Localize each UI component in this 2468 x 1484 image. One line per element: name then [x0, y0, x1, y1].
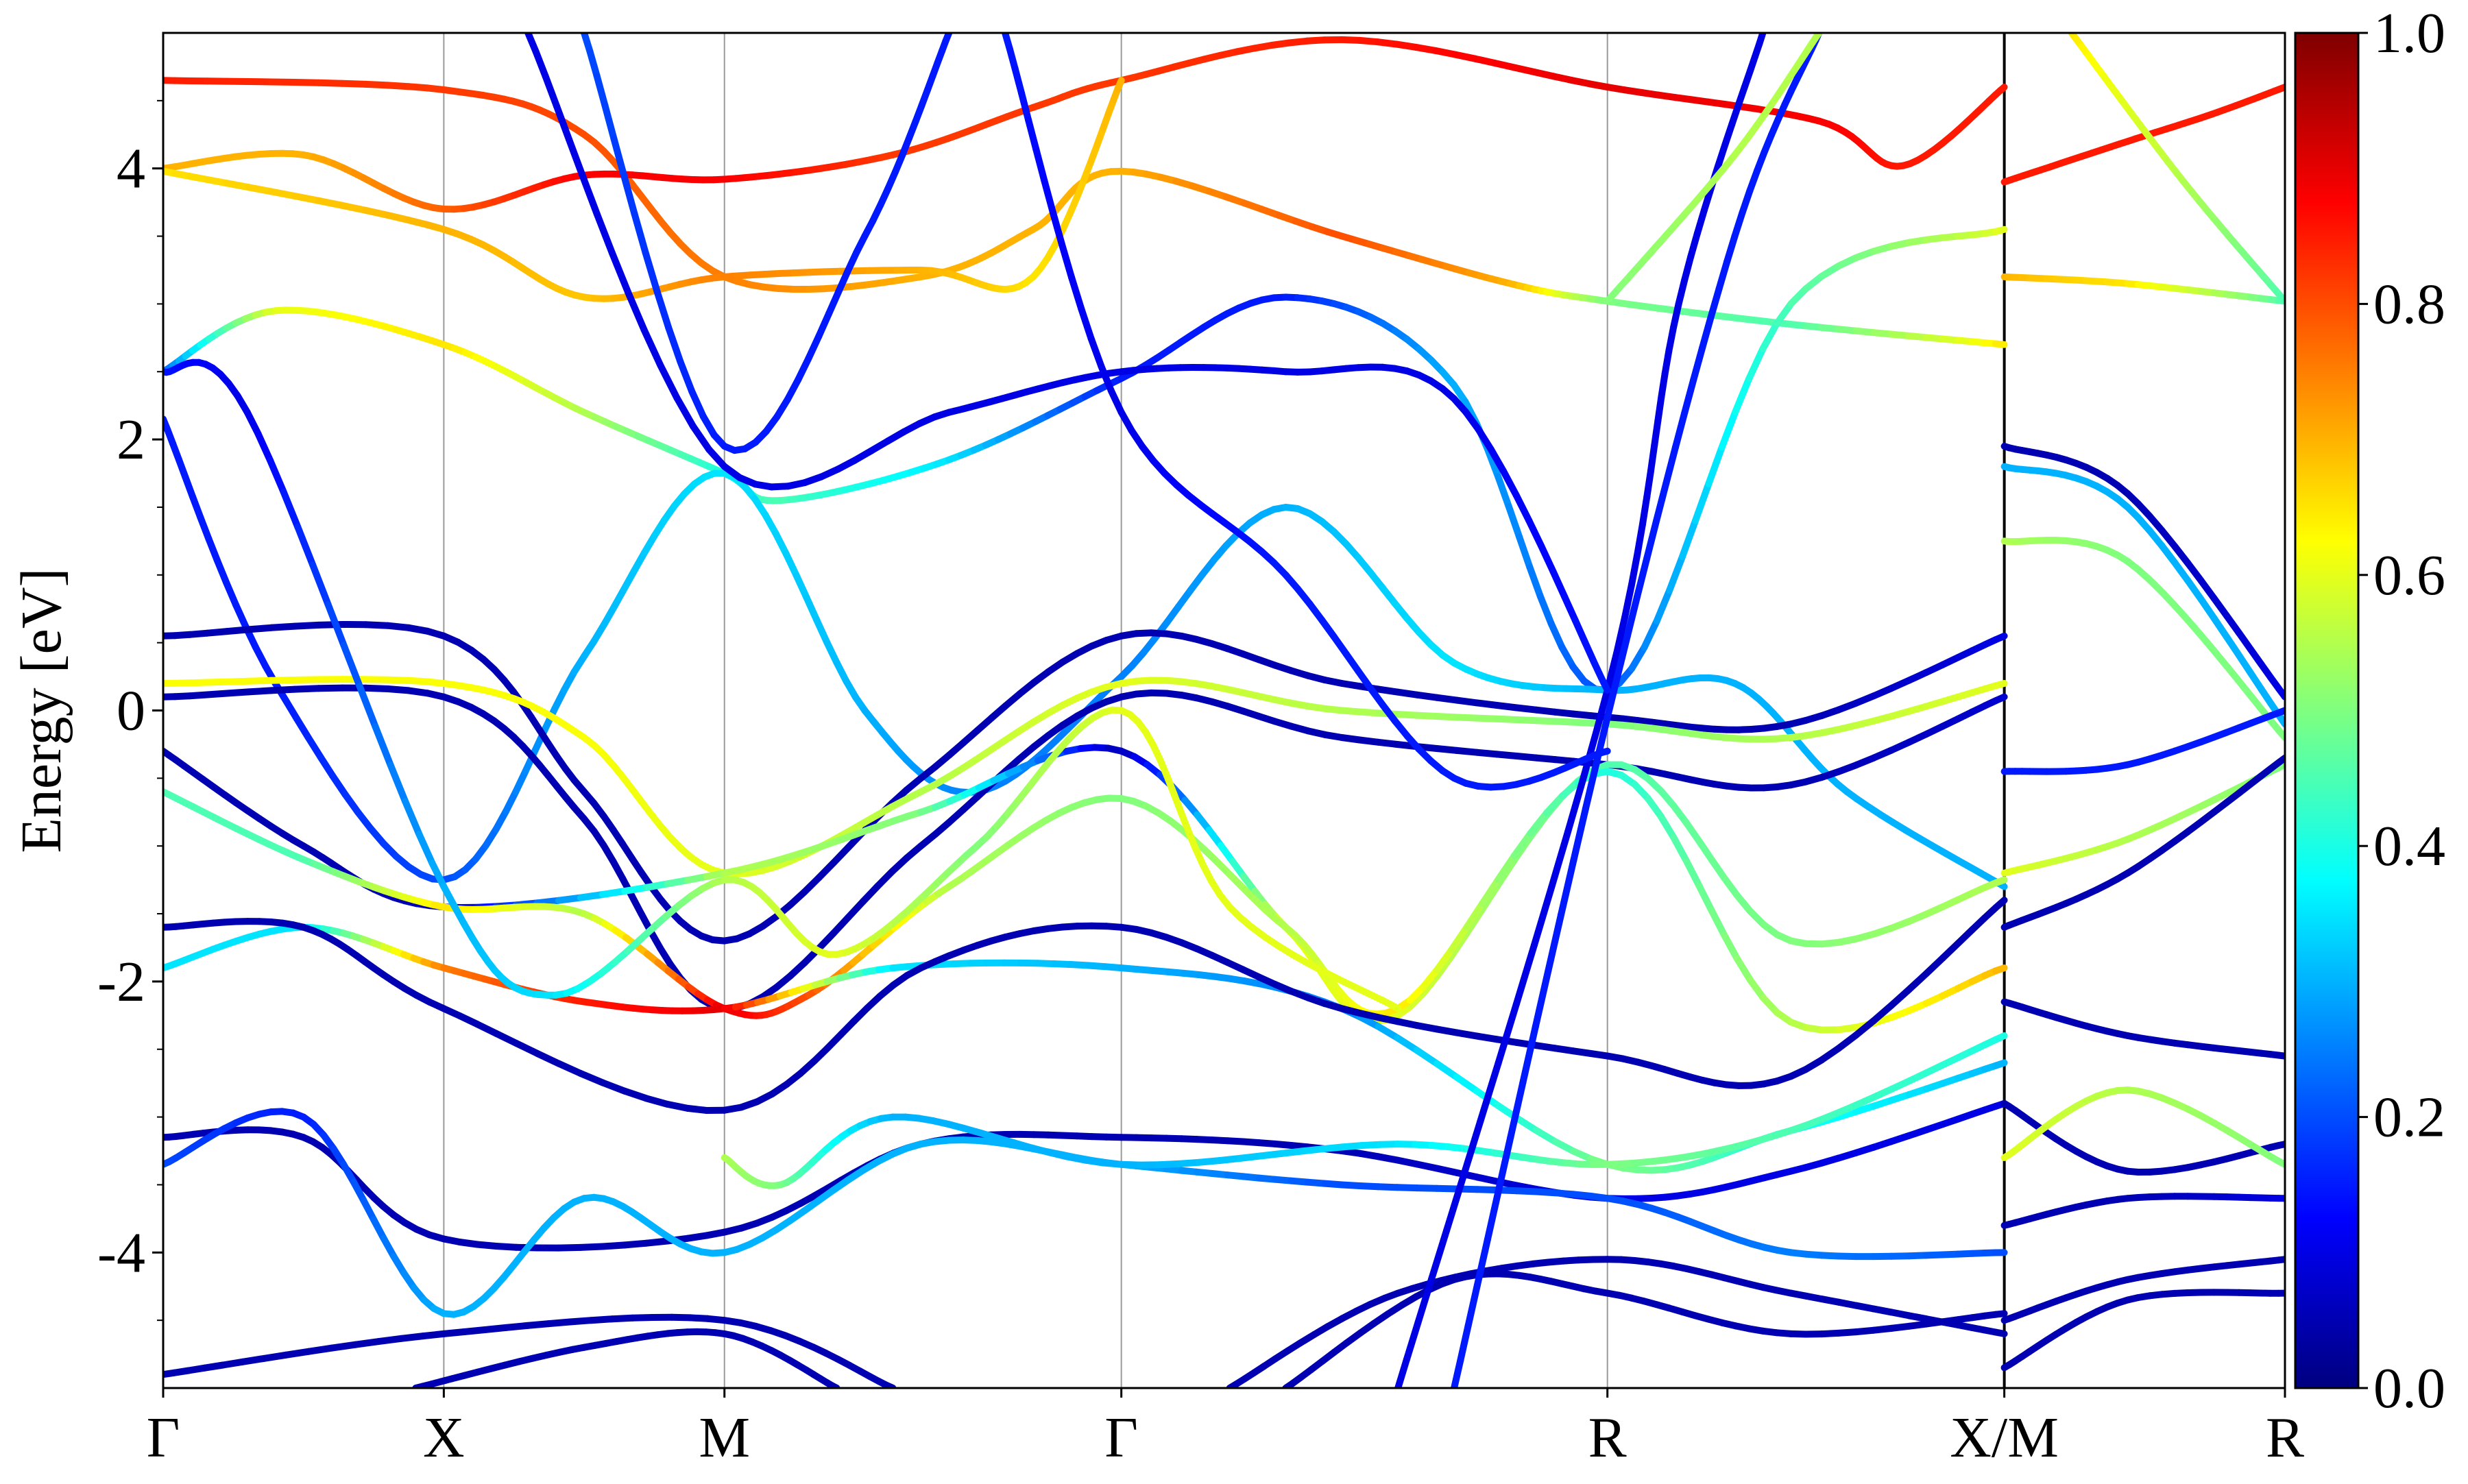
band-segment — [332, 1345, 355, 1348]
band-segment — [1996, 968, 2005, 971]
band-segment — [1996, 636, 2005, 640]
band-segment — [286, 1352, 308, 1355]
band-segment — [1651, 445, 1654, 470]
band-segment — [319, 201, 343, 206]
x-tick-label: R — [2266, 1406, 2304, 1470]
band-segment — [295, 196, 319, 201]
y-tick-label: 4 — [117, 137, 145, 201]
band-segment — [1391, 1005, 1398, 1009]
colorbar-tick-label: 0.2 — [2373, 1086, 2445, 1150]
band-segment — [271, 82, 295, 83]
band-segment — [1996, 1313, 2005, 1314]
band-segment — [319, 688, 343, 689]
band-segment — [1665, 350, 1669, 374]
x-tick-label: Γ — [1104, 1406, 1138, 1470]
band-segment — [271, 690, 295, 691]
band-segment — [295, 625, 319, 627]
band-segment — [1658, 397, 1661, 421]
band-segment — [1996, 1063, 2005, 1066]
colorbar-tick-label: 1.0 — [2373, 1, 2445, 65]
x-tick-label: Γ — [147, 1406, 180, 1470]
band-segment — [1601, 751, 1608, 753]
x-tick-label: X — [423, 1406, 465, 1470]
band-segment — [319, 83, 343, 84]
band-segment — [1996, 1036, 2005, 1040]
x-tick-label: M — [699, 1406, 750, 1470]
band-segment — [271, 627, 295, 628]
band-segment — [271, 680, 295, 681]
colorbar-gradient — [2295, 33, 2358, 1388]
band-segment — [1996, 230, 2005, 232]
colorbar-tick-label: 0.8 — [2373, 272, 2445, 336]
band-segment — [1661, 374, 1665, 397]
y-tick-label: -4 — [97, 1221, 145, 1285]
colorbar-tick-label: 0.4 — [2373, 814, 2445, 878]
band-segment — [356, 1341, 379, 1345]
band-segment — [1996, 683, 2005, 685]
y-axis-label: Energy [eV] — [10, 568, 73, 853]
band-segment — [945, 33, 949, 41]
band-segment — [1654, 421, 1658, 446]
band-segment — [295, 688, 319, 689]
y-tick-label: 2 — [117, 408, 145, 472]
band-segment — [1996, 344, 2005, 345]
band-segment — [1669, 327, 1674, 350]
band-segment — [308, 1348, 332, 1352]
colorbar: 0.0 0.2 0.4 0.6 0.8 1.0 — [2295, 1, 2445, 1420]
band-segment — [2000, 87, 2005, 90]
band-segment — [1643, 497, 1647, 525]
band-segment — [295, 679, 319, 680]
band-segment — [295, 82, 319, 83]
colorbar-tick-label: 0.0 — [2373, 1357, 2445, 1420]
y-tick-label: 0 — [117, 679, 145, 743]
band-segment — [1996, 697, 2005, 701]
band-segment — [1996, 880, 2005, 884]
colorbar-tick-label: 0.6 — [2373, 544, 2445, 607]
band-segment — [1996, 1333, 2005, 1334]
band-segment — [248, 187, 271, 191]
band-segment — [343, 206, 366, 210]
band-segment — [1759, 33, 1763, 44]
x-tick-label: R — [1588, 1406, 1627, 1470]
band-segment — [1647, 470, 1651, 497]
x-tick-label: X/M — [1950, 1406, 2059, 1470]
y-tick-label: -2 — [97, 950, 145, 1014]
band-segment — [271, 191, 295, 196]
band-segment — [1118, 80, 1122, 88]
